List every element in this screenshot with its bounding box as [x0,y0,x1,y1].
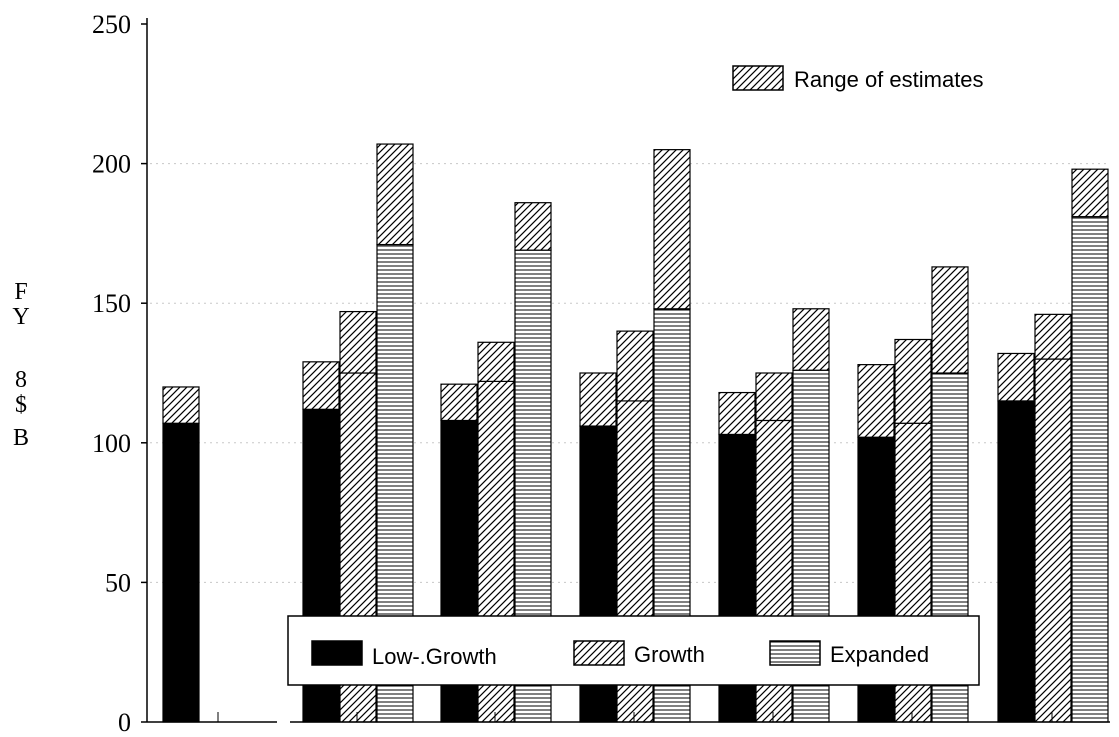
bar-range [477,341,515,382]
y-label-char: $ [15,392,27,418]
y-ticks: 0 50 100 150 200 250 [92,10,147,737]
legend-label-low-growth: Low-.Growth [372,644,497,669]
y-label-char: B [13,425,29,451]
y-tick-label: 50 [105,568,131,597]
y-tick-label: 200 [92,150,131,179]
bar-range [579,372,617,427]
bar-range [1071,168,1109,218]
bar-base [1034,358,1072,723]
range-legend-swatch [732,65,784,91]
bar-range [997,352,1035,402]
series-legend: Low-.Growth Growth Expanded [287,615,980,686]
range-legend-label: Range of estimates [794,67,984,92]
y-tick-label: 0 [118,708,131,737]
legend-swatch-growth [573,640,625,666]
bar-range [792,308,830,371]
y-axis-label: FY 8$ B [12,279,29,451]
bar-range [440,383,478,422]
legend-label-expanded: Expanded [830,642,929,667]
legend-swatch-low-growth [311,640,363,666]
y-label-char: Y [12,304,29,330]
bar-range [894,338,932,424]
bar-range [162,386,200,424]
y-label-char: 8 [15,367,27,393]
bar-range [339,310,377,374]
bar-base [997,400,1035,723]
bar-range [1034,313,1072,360]
bar-range [302,361,340,410]
bar-range [653,149,691,310]
y-tick-label: 100 [92,429,131,458]
bar-base [162,422,200,723]
bar-range [755,372,793,422]
series-legend-box [287,615,980,686]
bar-range [857,364,895,438]
y-tick-label: 150 [92,289,131,318]
bar-base [1071,216,1109,723]
legend-label-growth: Growth [634,642,705,667]
bar-range [616,330,654,402]
y-tick-label: 250 [92,10,131,39]
legend-swatch-expanded [769,640,821,666]
bar-range [514,202,552,251]
bar-group [997,168,1109,723]
range-legend: Range of estimates [732,65,984,92]
bar-range [931,266,969,374]
y-label-char: F [14,279,27,305]
bar-group [162,386,219,723]
bar-range [376,143,414,246]
bar-range [718,391,756,436]
